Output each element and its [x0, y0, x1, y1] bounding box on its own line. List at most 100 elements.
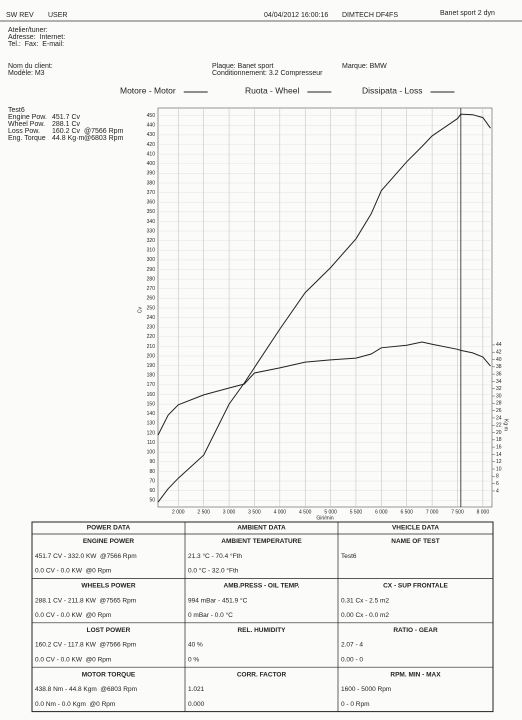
y2-tick-label: 28: [496, 401, 502, 407]
device: DIMTECH DF4FS: [342, 12, 398, 19]
x-tick-label: 5 500: [350, 509, 363, 515]
y-tick-label: 320: [147, 238, 156, 244]
y-axis-label: Cv: [137, 306, 143, 313]
section-heading: MOTOR TORQUE: [82, 671, 136, 678]
y-tick-label: 140: [147, 411, 156, 417]
summary-item: Engine Pow.: [8, 114, 47, 121]
y2-tick-label: 44: [496, 342, 502, 348]
table-cell: 0.0 CV - 0.0 KW @0 Rpm: [35, 568, 111, 575]
y-tick-label: 60: [149, 488, 155, 494]
y-tick-label: 210: [147, 344, 156, 350]
summary-item: Eng. Torque: [8, 135, 46, 142]
x-tick-label: 5 000: [324, 509, 337, 515]
y-tick-label: 110: [147, 440, 155, 446]
table-cell: 0 mBar - 0.0 °C: [188, 611, 233, 619]
user: USER: [48, 12, 67, 19]
section-heading: RATIO - GEAR: [393, 627, 438, 634]
x-tick-label: 3 000: [223, 509, 236, 515]
y-tick-label: 190: [147, 363, 156, 369]
x-axis-label: Giri/min: [316, 515, 333, 521]
y-tick-label: 180: [147, 373, 156, 379]
table-header: POWER DATA: [87, 525, 131, 532]
x-tick-label: 6 500: [400, 509, 413, 515]
x-tick-label: 4 500: [299, 509, 312, 515]
table-cell: Test6: [341, 553, 357, 560]
y-tick-label: 250: [147, 305, 156, 311]
y-tick-label: 310: [147, 248, 156, 254]
table-cell: 0.0 Nm - 0.0 Kgm @0 Rpm: [35, 701, 115, 708]
summary-item: Loss Pow.: [8, 128, 40, 135]
y-tick-label: 360: [147, 200, 156, 206]
y-tick-label: 270: [147, 286, 156, 292]
y-tick-label: 350: [147, 209, 156, 215]
section-heading: NAME OF TEST: [391, 538, 439, 545]
table-cell: 1.021: [188, 686, 205, 693]
x-tick-label: 2 500: [197, 509, 210, 515]
y-tick-label: 330: [147, 228, 156, 234]
table-cell: 438.8 Nm - 44.8 Kgm @6803 Rpm: [35, 686, 137, 693]
plate: Plaque: Banet sport: [212, 63, 274, 70]
x-tick-label: 2 000: [172, 509, 185, 515]
y-tick-label: 420: [147, 142, 156, 148]
y2-tick-label: 40: [496, 357, 502, 363]
y-tick-label: 130: [147, 421, 156, 427]
table-cell: 0 %: [188, 657, 199, 664]
y2-tick-label: 20: [496, 430, 502, 436]
section-heading: AMBIENT TEMPERATURE: [221, 538, 302, 545]
client: Nom du client:: [8, 63, 53, 70]
y-tick-label: 450: [147, 113, 156, 119]
table-border: [31, 521, 494, 713]
y2-tick-label: 42: [496, 350, 502, 356]
y-tick-label: 160: [147, 392, 156, 398]
x-tick-label: 7 500: [451, 509, 464, 515]
section-heading: RPM. MIN - MAX: [390, 671, 441, 678]
y2-tick-label: 12: [496, 459, 502, 465]
y-tick-label: 70: [149, 478, 155, 484]
table-cell: 0.0 CV - 0.0 KW @0 Rpm: [35, 612, 111, 619]
y-tick-label: 300: [147, 257, 156, 263]
y-tick-label: 390: [147, 171, 156, 177]
x-tick-label: 3 500: [248, 509, 261, 515]
y-tick-label: 90: [149, 459, 155, 465]
legend-label: Dissipata - Loss: [362, 85, 422, 95]
condition: Conditionnement: 3.2 Compresseur: [212, 70, 323, 77]
table-cell: 451.7 CV - 332.0 KW @7566 Rpm: [35, 553, 137, 560]
file: Banet sport 2 dyn: [440, 10, 495, 17]
x-tick-label: 4 000: [274, 509, 287, 515]
y-tick-label: 50: [149, 498, 155, 504]
table-cell: 0.000: [188, 701, 205, 708]
table-cell: 21.3 °C - 70.4 °Fth: [188, 552, 242, 560]
x-tick-label: 7 000: [426, 509, 439, 515]
y2-tick-label: 6: [496, 481, 499, 487]
section-heading: REL. HUMIDITY: [237, 627, 286, 634]
table-cell: 0.31 Cx - 2.5 m2: [341, 597, 389, 604]
section-heading: WHEELS POWER: [81, 583, 135, 590]
summary-item: @6803 Rpm: [84, 135, 124, 142]
chart: 50 60 70 80 90 100 110 120 130 140 150 160 170 180 190…: [120, 85, 509, 521]
y-tick-label: 280: [147, 276, 156, 282]
table-cell: 0.0 °C - 32.0 °Fth: [188, 567, 239, 575]
brand: Marque: BMW: [342, 63, 387, 70]
table-header: AMBIENT DATA: [237, 525, 286, 532]
y2-tick-label: 14: [496, 452, 502, 458]
y2-tick-label: 26: [496, 408, 502, 414]
summary-item: Wheel Pow.: [8, 121, 45, 128]
y2-tick-label: 18: [496, 437, 502, 443]
curve: [157, 113, 491, 503]
x-tick-label: 6 000: [375, 509, 388, 515]
y-tick-label: 230: [147, 325, 156, 331]
summary-item: @7566 Rpm: [84, 128, 124, 135]
test-name: Test6: [8, 107, 25, 114]
table-cell: 1600 - 5000 Rpm: [341, 686, 391, 693]
y-tick-label: 80: [149, 469, 155, 475]
y2-tick-label: 16: [496, 444, 502, 450]
summary-item: 160.2 Cv: [52, 128, 81, 135]
table-cell: 288.1 CV - 211.8 KW @7565 Rpm: [35, 597, 136, 604]
y2-tick-label: 34: [496, 379, 502, 385]
y-tick-label: 120: [147, 430, 156, 436]
y-tick-label: 220: [147, 334, 156, 340]
y-tick-label: 150: [147, 401, 156, 407]
